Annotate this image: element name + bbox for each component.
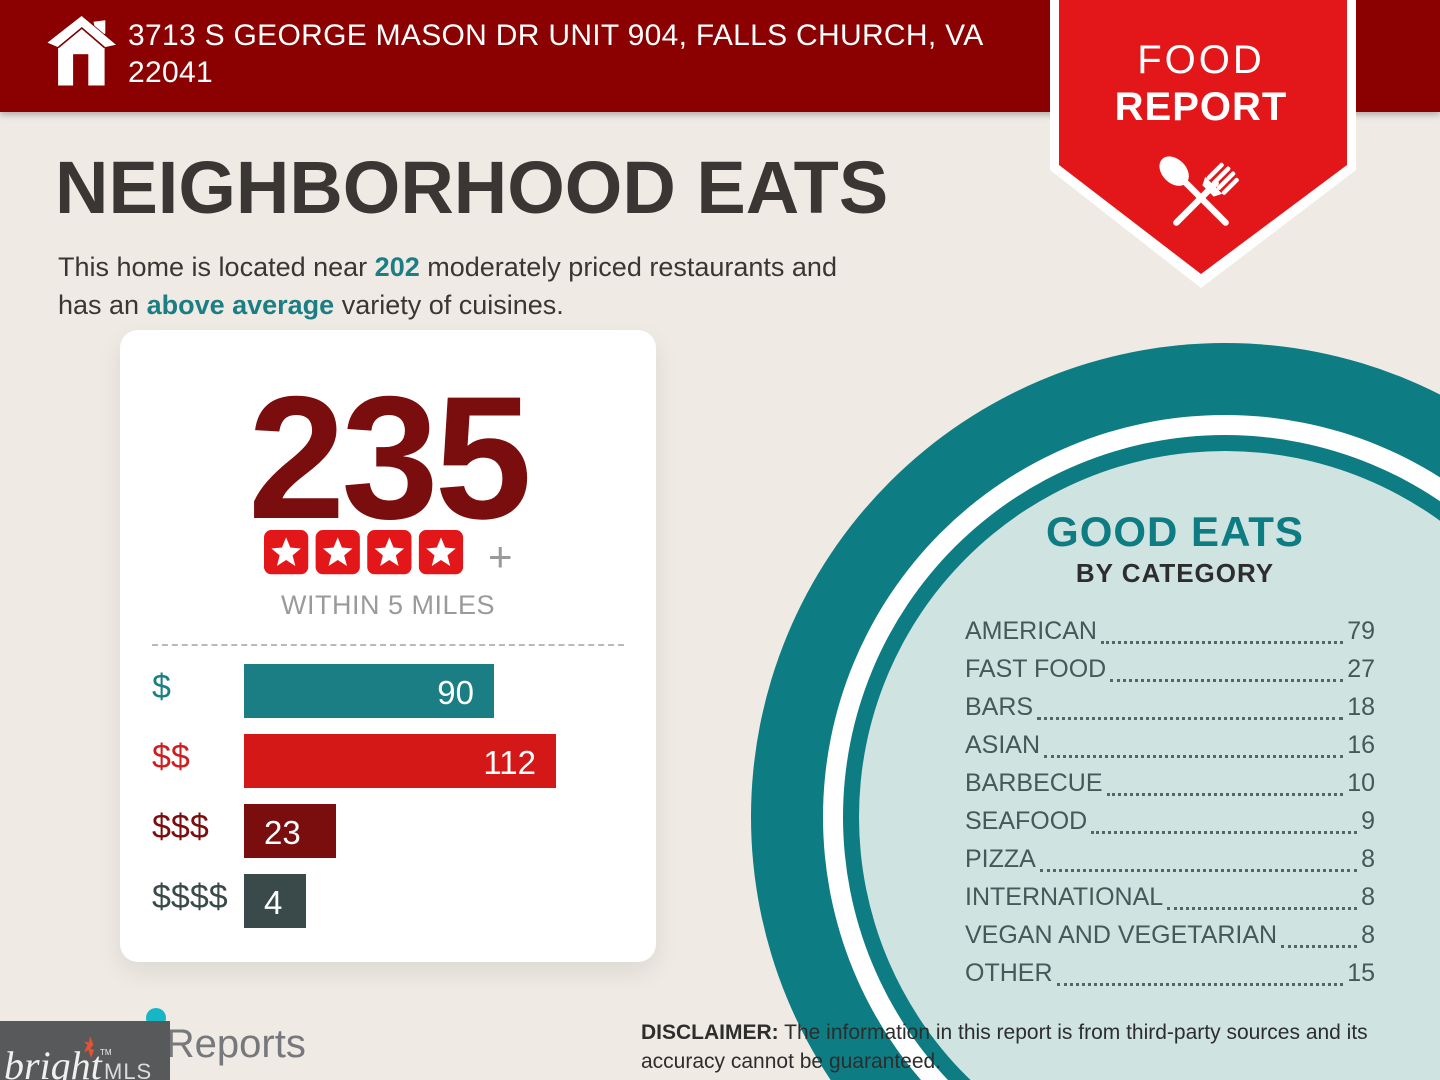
svg-text:FOOD: FOOD [1137, 38, 1265, 82]
svg-text:REPORT: REPORT [1115, 85, 1288, 129]
svg-text:MLS: MLS [104, 1059, 152, 1080]
svg-text:TM: TM [100, 1048, 112, 1057]
